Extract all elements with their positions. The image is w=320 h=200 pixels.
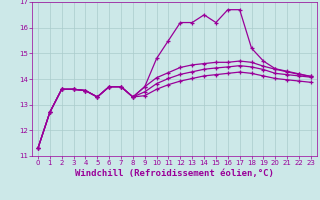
X-axis label: Windchill (Refroidissement éolien,°C): Windchill (Refroidissement éolien,°C) <box>75 169 274 178</box>
